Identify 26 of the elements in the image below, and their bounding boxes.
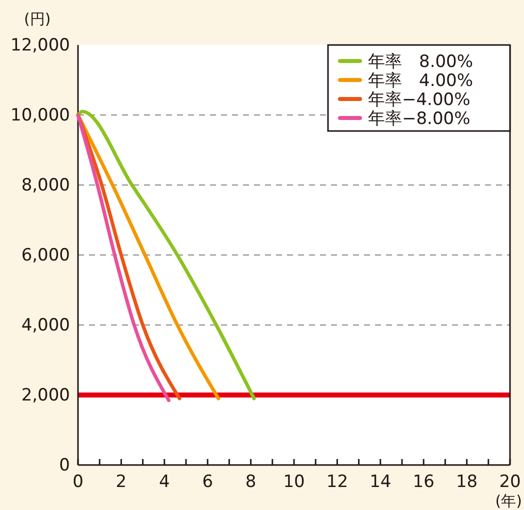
legend-label: 年率−4.00% (368, 90, 470, 110)
x-tick-label: 4 (158, 472, 170, 492)
y-axis-title: (円) (24, 10, 51, 28)
y-tick-label: 6,000 (21, 245, 70, 266)
y-tick-label: 10,000 (10, 105, 70, 126)
legend-label: 年率 4.00% (368, 71, 474, 91)
x-tick-label: 6 (202, 472, 214, 492)
legend-label: 年率−8.00% (368, 109, 470, 129)
x-tick-label: 14 (370, 472, 392, 492)
line-series (76, 110, 256, 400)
x-tick-label: 16 (412, 472, 434, 492)
legend-label: 年率 8.00% (368, 52, 474, 72)
x-tick-label: 0 (72, 472, 84, 492)
x-tick-label: 12 (326, 472, 348, 492)
y-tick-label: 2,000 (21, 385, 70, 406)
x-tick-label: 10 (283, 472, 305, 492)
line-series (76, 113, 220, 400)
x-tick-label: 20 (499, 472, 521, 492)
y-tick-label: 8,000 (21, 175, 70, 196)
y-tick-label: 4,000 (21, 315, 70, 336)
x-tick-label: 8 (245, 472, 256, 492)
y-tick-label: 0 (59, 455, 70, 476)
x-tick-label: 2 (116, 472, 127, 492)
x-axis-title: (年) (495, 492, 522, 510)
y-tick-label: 12,000 (10, 35, 70, 56)
x-tick-label: 18 (456, 472, 478, 492)
